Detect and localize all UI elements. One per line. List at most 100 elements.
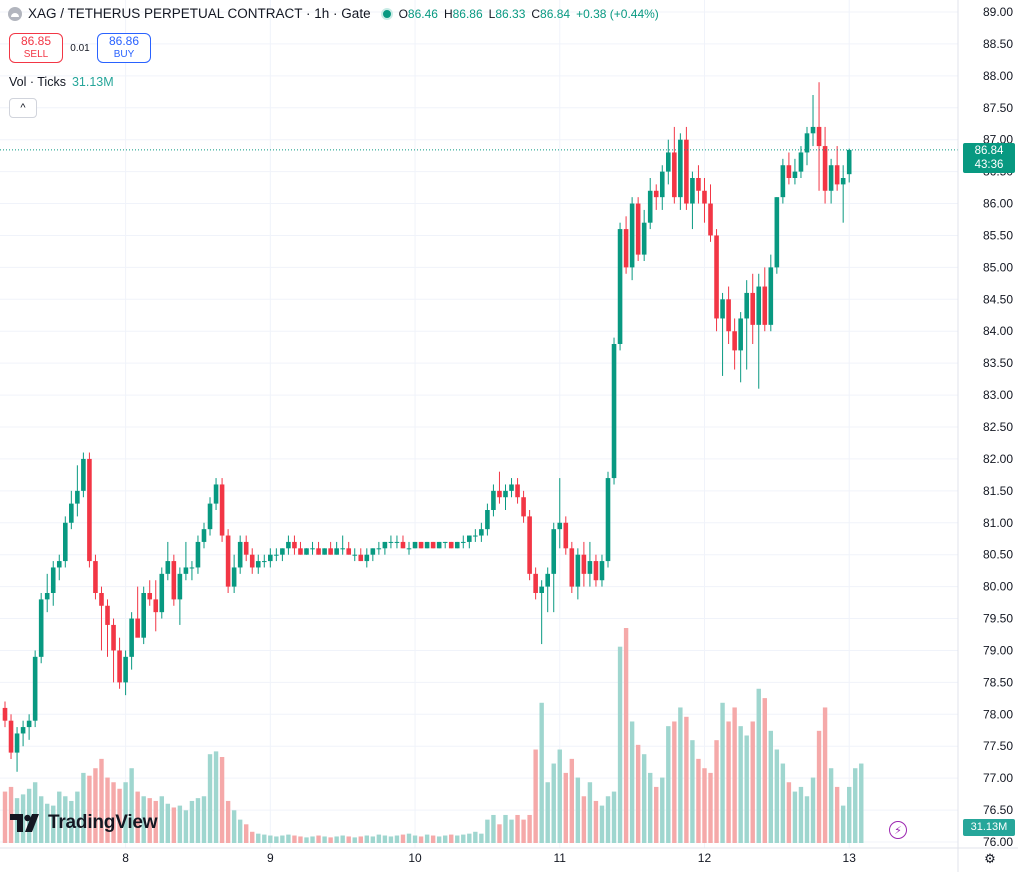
candle-body — [69, 503, 74, 523]
candle-body — [406, 548, 412, 550]
volume-bar — [533, 749, 538, 843]
volume-bar — [256, 833, 261, 843]
candle-body — [563, 522, 569, 549]
time-tick-label: 10 — [408, 851, 422, 865]
price-tick-label: 76.50 — [983, 803, 1013, 817]
volume-bar — [286, 834, 291, 843]
volume-bar — [762, 698, 767, 843]
volume-bar — [111, 782, 116, 843]
candle-body — [828, 165, 834, 191]
volume-bars — [2, 628, 864, 843]
buy-button[interactable]: 86.86 BUY — [97, 33, 151, 63]
volume-bar — [467, 833, 472, 843]
candle-body — [720, 299, 725, 319]
candle-body — [225, 535, 231, 587]
sell-button[interactable]: 86.85 SELL — [9, 33, 63, 63]
volume-bar — [316, 835, 321, 843]
volume-axis-label: 31.13M — [963, 819, 1015, 836]
volume-bar — [786, 782, 792, 843]
volume-bar — [485, 819, 490, 843]
volume-bar — [629, 721, 635, 843]
volume-bar — [322, 836, 327, 843]
volume-bar — [195, 798, 201, 843]
volume-bar — [509, 819, 514, 843]
ohlc-values: O86.46 H86.86 L86.33 C86.84 +0.38 (+0.44… — [399, 7, 659, 21]
gear-icon[interactable]: ⚙ — [984, 851, 996, 866]
candle-body — [473, 535, 478, 537]
candle-body — [177, 573, 183, 600]
volume-bar — [750, 721, 755, 843]
candle-body — [135, 618, 140, 638]
volume-bar — [702, 768, 707, 843]
candle-body — [515, 484, 520, 498]
price-tick-label: 78.50 — [983, 675, 1013, 689]
candle-body — [467, 535, 472, 542]
price-tick-label: 86.00 — [983, 197, 1013, 211]
volume-bar — [430, 835, 436, 843]
volume-bar — [99, 758, 104, 843]
volume-label: Vol · Ticks — [9, 75, 66, 89]
candle-body — [26, 720, 32, 728]
buy-label: BUY — [113, 49, 135, 60]
volume-bar — [593, 800, 599, 843]
market-status-icon[interactable] — [380, 7, 393, 20]
volume-bar — [20, 794, 26, 843]
tradingview-logo[interactable]: TradingView — [10, 812, 158, 834]
volume-bar — [834, 786, 840, 843]
volume-bar — [744, 735, 749, 843]
volume-bar — [539, 702, 544, 843]
candle-body — [569, 548, 575, 587]
candle-body — [581, 554, 587, 574]
volume-bar — [292, 835, 297, 843]
grid — [0, 0, 958, 848]
buy-price: 86.86 — [108, 34, 140, 48]
volume-bar — [720, 702, 725, 843]
symbol-title[interactable]: XAG / TETHERUS PERPETUAL CONTRACT · 1h ·… — [28, 6, 371, 21]
volume-legend[interactable]: Vol · Ticks 31.13M — [9, 75, 114, 89]
candle-body — [774, 197, 780, 268]
volume-bar — [424, 834, 430, 843]
collapse-indicators-button[interactable]: ^ — [9, 98, 37, 118]
candle-body — [81, 458, 86, 491]
candle-body — [2, 707, 8, 721]
candle-body — [491, 490, 496, 510]
volume-bar — [599, 805, 605, 843]
candle-body — [358, 554, 364, 562]
volume-bar — [38, 796, 44, 843]
volume-bar — [436, 836, 442, 843]
volume-bar — [479, 833, 484, 843]
volume-bar — [418, 836, 424, 843]
volume-bar — [250, 831, 255, 843]
price-axis[interactable]: 89.0088.5088.0087.5087.0086.5086.0085.50… — [957, 0, 1013, 872]
low-value: 86.33 — [495, 6, 526, 21]
candle-body — [840, 178, 846, 185]
change-value: +0.38 (+0.44%) — [576, 6, 659, 21]
candle-body — [834, 165, 840, 185]
volume-bar — [859, 763, 864, 843]
lightning-icon[interactable]: ⚡ — [889, 821, 907, 839]
candle-body — [268, 554, 273, 562]
volume-bar — [521, 819, 526, 843]
volume-bar — [75, 791, 80, 843]
volume-bar — [412, 835, 418, 843]
volume-bar — [225, 800, 231, 843]
candle-body — [382, 541, 388, 549]
candle-body — [430, 541, 436, 549]
volume-bar — [654, 786, 659, 843]
candle-body — [141, 593, 146, 638]
candle-body — [93, 561, 98, 593]
close-label: C — [531, 6, 541, 21]
volume-bar — [105, 777, 110, 843]
volume-bar — [123, 782, 128, 843]
candle-body — [346, 548, 352, 555]
high-label: H — [443, 6, 453, 21]
time-axis[interactable]: 8 9 10 11 12 13 — [0, 847, 1018, 865]
candle-body — [316, 548, 321, 555]
tradingview-logo-icon — [10, 814, 39, 832]
candle-body — [412, 541, 418, 549]
price-tick-label: 80.50 — [983, 548, 1013, 562]
brand-name: TradingView — [48, 812, 158, 833]
volume-bar — [177, 805, 183, 843]
candle-body — [659, 171, 665, 198]
